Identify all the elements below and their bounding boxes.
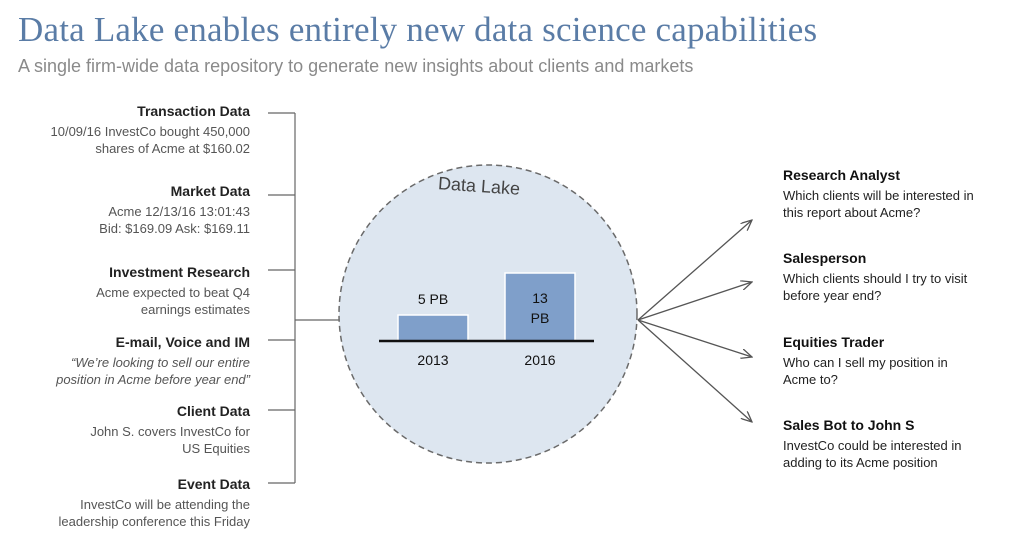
persona-heading: Sales Bot to John S [783,417,915,433]
page-title: Data Lake enables entirely new data scie… [18,10,818,49]
bar-label-2016: 13 PB [530,290,550,326]
year-label-2016: 2016 [524,352,556,368]
source-heading: E-mail, Voice and IM [115,334,250,350]
source-heading: Investment Research [109,264,250,280]
page-subtitle: A single firm-wide data repository to ge… [18,56,694,76]
source-investment-research: Investment Research Acme expected to bea… [0,264,250,318]
source-heading: Client Data [176,403,250,419]
persona-body: Which clients should I try to visit befo… [783,271,968,303]
persona-research-analyst: Research Analyst Which clients will be i… [783,167,1023,221]
year-label-2013: 2013 [417,352,449,368]
source-email-voice-im: E-mail, Voice and IM “We’re looking to s… [0,334,250,388]
persona-heading: Equities Trader [783,334,885,350]
persona-salesperson: Salesperson Which clients should I try t… [783,250,1023,304]
source-heading: Transaction Data [137,103,250,119]
bar-label-2013: 5 PB [417,291,449,307]
persona-heading: Research Analyst [783,167,900,183]
source-client-data: Client Data John S. covers InvestCo for … [0,403,250,457]
source-heading: Event Data [177,476,250,492]
source-body: Acme 12/13/16 13:01:43 Bid: $169.09 Ask:… [99,204,250,236]
persona-body: Who can I sell my position in Acme to? [783,355,948,387]
source-event-data: Event Data InvestCo will be attending th… [0,476,251,530]
source-body: “We’re looking to sell our entire positi… [56,355,250,387]
source-transaction-data: Transaction Data 10/09/16 InvestCo bough… [0,103,251,157]
persona-body: Which clients will be interested in this… [783,188,974,220]
source-body: Acme expected to beat Q4 earnings estima… [96,285,250,317]
source-body: 10/09/16 InvestCo bought 450,000 shares … [50,124,251,156]
source-bracket [268,112,343,484]
bar-2013 [397,314,469,342]
persona-heading: Salesperson [783,250,867,266]
persona-body: InvestCo could be interested in adding t… [783,438,962,470]
source-market-data: Market Data Acme 12/13/16 13:01:43 Bid: … [0,183,250,237]
source-heading: Market Data [170,183,250,199]
bar-2016 [504,272,576,342]
source-body: John S. covers InvestCo for US Equities [90,424,250,456]
persona-equities-trader: Equities Trader Who can I sell my positi… [783,334,1023,388]
persona-sales-bot: Sales Bot to John S InvestCo could be in… [783,417,1023,471]
data-lake-circle [338,164,638,464]
output-arrows [637,220,752,422]
source-body: InvestCo will be attending the leadershi… [58,497,251,529]
